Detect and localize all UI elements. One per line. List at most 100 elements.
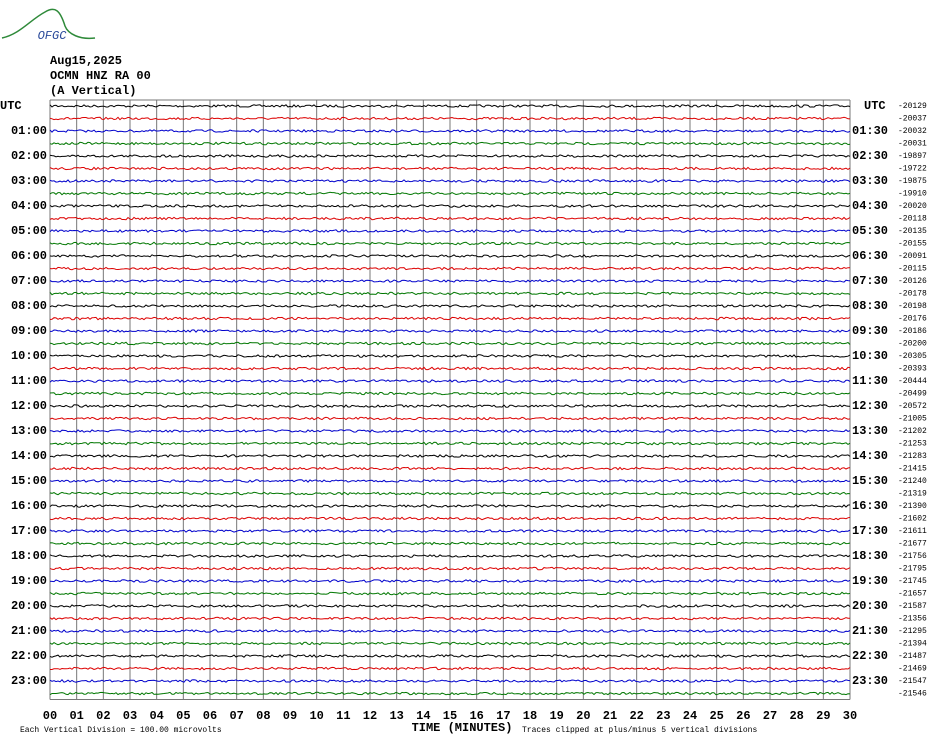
x-tick-label: 29 xyxy=(816,709,830,723)
left-time-label: 11:00 xyxy=(11,374,47,388)
trace xyxy=(49,279,851,283)
x-tick-label: 26 xyxy=(736,709,750,723)
trace-offset: -21657 xyxy=(898,590,927,599)
right-time-label: 06:30 xyxy=(852,249,888,263)
trace-offset: -20129 xyxy=(898,102,927,111)
trace-offset: -21745 xyxy=(898,577,927,586)
x-tick-label: 03 xyxy=(123,709,137,723)
trace xyxy=(49,104,851,108)
x-tick-label: 23 xyxy=(656,709,670,723)
trace-offset: -21394 xyxy=(898,640,927,649)
trace xyxy=(49,191,851,196)
trace-offset: -21319 xyxy=(898,490,927,499)
trace-offset: -19897 xyxy=(898,152,927,161)
right-time-label: 08:30 xyxy=(852,299,888,313)
right-time-label: 14:30 xyxy=(852,449,888,463)
trace xyxy=(49,554,851,558)
trace xyxy=(49,141,851,146)
trace xyxy=(50,666,851,671)
trace-offset: -20020 xyxy=(898,202,927,211)
x-tick-label: 02 xyxy=(96,709,110,723)
trace-offset: -20305 xyxy=(898,352,927,361)
trace xyxy=(49,229,851,233)
trace xyxy=(49,179,851,183)
right-time-label: 10:30 xyxy=(852,349,888,363)
left-time-label: UTC xyxy=(0,99,22,113)
trace-offset: -21677 xyxy=(898,540,927,549)
trace-offset: -20198 xyxy=(898,302,927,311)
trace xyxy=(49,304,851,308)
right-time-label: 12:30 xyxy=(852,399,888,413)
trace xyxy=(49,541,851,546)
x-axis-label: TIME (MINUTES) xyxy=(412,721,513,735)
trace-offset: -19722 xyxy=(898,165,927,174)
left-time-label: 04:00 xyxy=(11,199,47,213)
logo-curve xyxy=(1,8,96,40)
trace xyxy=(49,254,851,258)
x-tick-label: 01 xyxy=(69,709,83,723)
right-time-label: 16:30 xyxy=(852,499,888,513)
right-time-label: 17:30 xyxy=(852,524,888,538)
right-time-label: 20:30 xyxy=(852,599,888,613)
trace xyxy=(49,654,851,658)
footer-clip: Traces clipped at plus/minus 5 vertical … xyxy=(522,726,757,735)
x-tick-label: 11 xyxy=(336,709,350,723)
right-time-label: 23:30 xyxy=(852,674,888,688)
trace xyxy=(49,616,851,621)
x-tick-label: 25 xyxy=(709,709,723,723)
trace-offset: -20118 xyxy=(898,215,927,224)
x-tick-label: 17 xyxy=(496,709,510,723)
x-tick-label: 27 xyxy=(763,709,777,723)
trace xyxy=(49,316,851,321)
trace-offset: -20032 xyxy=(898,127,927,136)
trace-offset: -19910 xyxy=(898,190,927,199)
right-time-label: 21:30 xyxy=(852,624,888,638)
x-tick-label: 09 xyxy=(283,709,297,723)
x-tick-label: 06 xyxy=(203,709,217,723)
trace-offset: -20186 xyxy=(898,327,927,336)
left-time-label: 01:00 xyxy=(11,124,47,138)
left-time-label: 03:00 xyxy=(11,174,47,188)
x-tick-label: 30 xyxy=(843,709,857,723)
trace-offset: -21415 xyxy=(898,465,927,474)
header-component: (A Vertical) xyxy=(50,84,136,98)
right-time-label: UTC xyxy=(864,99,886,113)
trace xyxy=(49,591,851,596)
x-tick-label: 22 xyxy=(629,709,643,723)
trace xyxy=(49,354,851,358)
right-time-label: 19:30 xyxy=(852,574,888,588)
trace xyxy=(49,204,851,208)
logo: OFGC xyxy=(38,29,68,43)
trace-offset: -21487 xyxy=(898,652,927,661)
x-tick-label: 28 xyxy=(789,709,803,723)
left-time-label: 06:00 xyxy=(11,249,47,263)
trace xyxy=(49,579,851,583)
trace xyxy=(49,691,851,696)
trace-offset: -21546 xyxy=(898,690,927,699)
trace-offset: -21756 xyxy=(898,552,927,561)
trace-offset: -20572 xyxy=(898,402,927,411)
trace-offset: -21587 xyxy=(898,602,927,611)
trace xyxy=(50,441,851,446)
left-time-label: 14:00 xyxy=(11,449,47,463)
trace-offset: -21795 xyxy=(898,565,927,574)
trace-offset: -19875 xyxy=(898,177,927,186)
x-tick-label: 15 xyxy=(443,709,457,723)
trace-offset: -21005 xyxy=(898,415,927,424)
trace-offset: -21356 xyxy=(898,615,927,624)
trace-offset: -20037 xyxy=(898,115,927,124)
trace xyxy=(50,329,851,333)
x-tick-label: 16 xyxy=(469,709,483,723)
trace xyxy=(49,241,851,246)
trace xyxy=(49,366,851,371)
trace xyxy=(49,341,851,346)
x-tick-label: 04 xyxy=(149,709,163,723)
trace xyxy=(49,416,851,421)
trace xyxy=(49,429,851,433)
right-time-label: 18:30 xyxy=(852,549,888,563)
trace-offset: -21253 xyxy=(898,440,927,449)
trace-offset: -20115 xyxy=(898,265,927,274)
trace-offset: -21611 xyxy=(898,527,927,536)
left-time-label: 18:00 xyxy=(11,549,47,563)
